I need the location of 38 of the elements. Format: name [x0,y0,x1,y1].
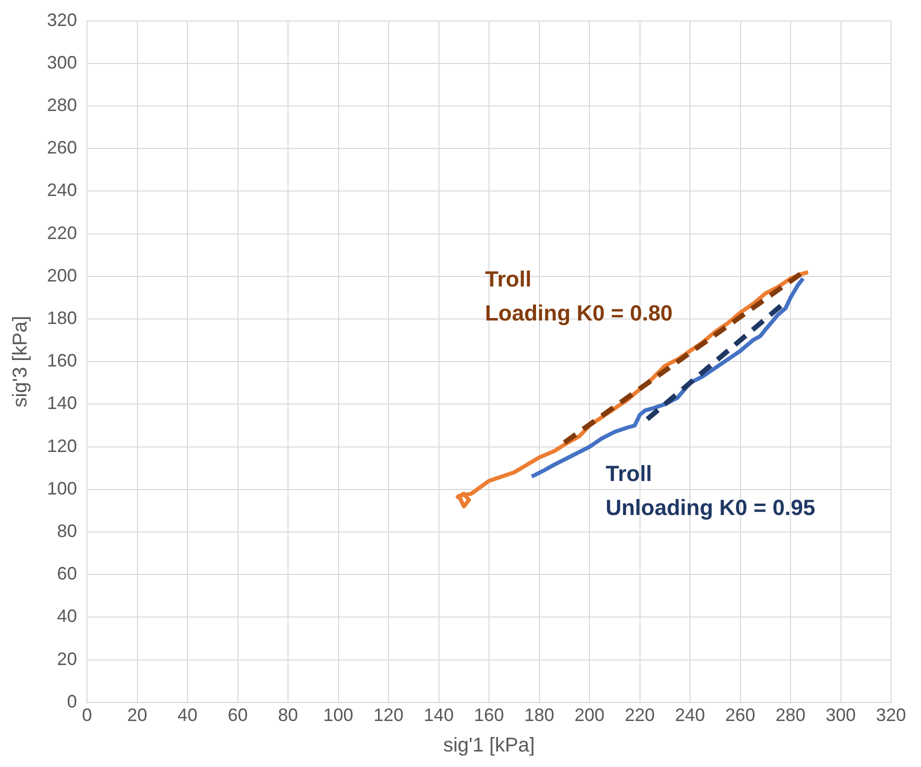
x-tick-label: 220 [624,705,655,726]
y-tick-label: 300 [46,52,78,72]
annotation: Troll Unloading K0 = 0.95 [606,460,816,520]
y-tick-label: 280 [46,94,78,115]
x-tick-label: 100 [323,705,354,726]
x-tick-label: 120 [373,705,404,726]
y-tick-label: 60 [57,564,78,584]
y-tick-label: 180 [46,308,78,328]
y-tick-label: 80 [57,520,78,541]
x-tick-label: 0 [82,705,92,726]
y-tick-label: 200 [46,265,78,286]
x-tick-label: 320 [876,705,906,726]
x-tick-label: 40 [178,705,198,726]
y-tick-label: 240 [46,180,78,200]
y-tick-label: 320 [46,10,78,30]
x-tick-label: 180 [524,705,554,726]
y-tick-label: 100 [46,478,78,498]
x-tick-label: 280 [775,705,806,726]
y-axis-title: sig'3 [kPa] [10,316,32,408]
y-tick-label: 260 [46,138,78,158]
x-tick-label: 140 [424,705,454,726]
y-tick-label: 40 [57,606,78,626]
y-tick-label: 120 [46,436,78,456]
annotation: Troll Loading K0 = 0.80 [484,266,673,326]
y-tick-label: 0 [67,691,78,712]
x-tick-label: 200 [574,705,605,726]
x-tick-label: 240 [674,705,706,726]
x-axis-title: sig'1 [kPa] [443,734,535,757]
y-tick-label: 20 [57,648,78,669]
x-tick-label: 300 [826,705,856,726]
x-tick-label: 80 [278,705,298,726]
y-tick-label: 140 [46,393,78,414]
x-tick-label: 260 [725,705,756,726]
x-tick-label: 160 [474,705,504,726]
x-tick-label: 20 [127,705,148,726]
x-tick-label: 60 [228,705,248,726]
y-tick-label: 160 [46,350,78,371]
y-tick-label: 220 [46,222,78,243]
